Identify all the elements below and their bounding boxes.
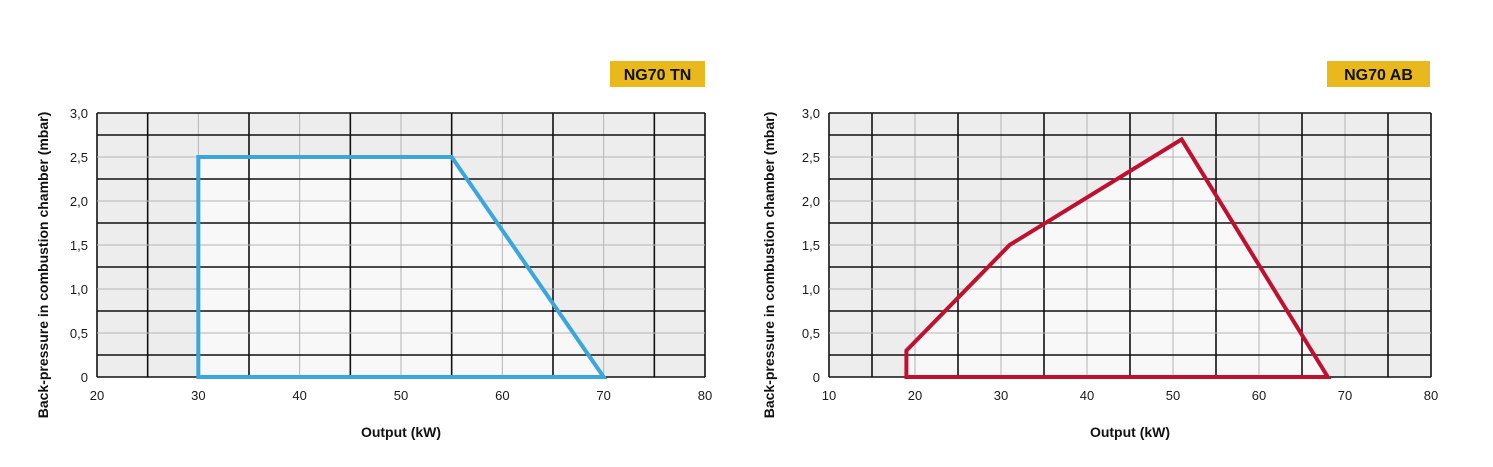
envelope-outline-0 (904, 136, 1332, 379)
y-axis-label: Back-pressure in combustion chamber (mba… (35, 112, 51, 419)
grid (828, 112, 1432, 378)
y-tick-label: 2,5 (802, 150, 820, 165)
y-tick-label: 0,5 (802, 326, 820, 341)
x-tick-label: 20 (90, 388, 104, 403)
y-tick-label: 0 (81, 370, 88, 385)
model-badge-bg (610, 61, 705, 87)
x-tick-label: 70 (1338, 388, 1352, 403)
y-tick-label: 1,5 (802, 238, 820, 253)
envelope-fill-0 (906, 139, 1328, 377)
x-tick-label: 40 (1080, 388, 1094, 403)
y-axis-label: Back-pressure in combustion chamber (mba… (761, 112, 777, 419)
x-tick-label: 30 (191, 388, 205, 403)
x-tick-label: 70 (596, 388, 610, 403)
y-tick-label: 1,0 (70, 282, 88, 297)
x-tick-label: 40 (292, 388, 306, 403)
x-tick-label: 20 (908, 388, 922, 403)
y-tick-label: 2,0 (70, 194, 88, 209)
y-tick-label: 2,0 (802, 194, 820, 209)
x-tick-label: 80 (1424, 388, 1438, 403)
model-badge: NG70 TN (610, 61, 705, 87)
y-tick-label: 1,5 (70, 238, 88, 253)
y-tick-label: 1,0 (802, 282, 820, 297)
x-axis-label: Output (kW) (1090, 424, 1170, 440)
x-axis-label: Output (kW) (361, 424, 441, 440)
model-badge-label: NG70 AB (1344, 67, 1413, 84)
x-tick-label: 30 (994, 388, 1008, 403)
x-tick-label: 10 (822, 388, 836, 403)
y-tick-label: 0 (813, 370, 820, 385)
chart-ng70-ab: 0 0,5 1,0 1,5 2,0 2,5 3,0 10 20 30 40 50 60 70 80 Outpu… (761, 61, 1438, 440)
x-tick-label: 60 (495, 388, 509, 403)
chart-ng70-tn: 0 0,5 1,0 1,5 2,0 2,5 3,0 20 30 40 50 60 70 80 Output … (35, 61, 712, 440)
model-badge: NG70 AB (1327, 61, 1430, 87)
x-tick-label: 80 (698, 388, 712, 403)
x-tick-label: 50 (394, 388, 408, 403)
x-tick-label: 50 (1166, 388, 1180, 403)
y-tick-label: 3,0 (802, 106, 820, 121)
model-badge-label: NG70 TN (624, 67, 692, 84)
model-badge-bg (1327, 61, 1430, 87)
y-tick-label: 3,0 (70, 106, 88, 121)
y-tick-label: 2,5 (70, 150, 88, 165)
x-tick-label: 60 (1252, 388, 1266, 403)
y-tick-label: 0,5 (70, 326, 88, 341)
